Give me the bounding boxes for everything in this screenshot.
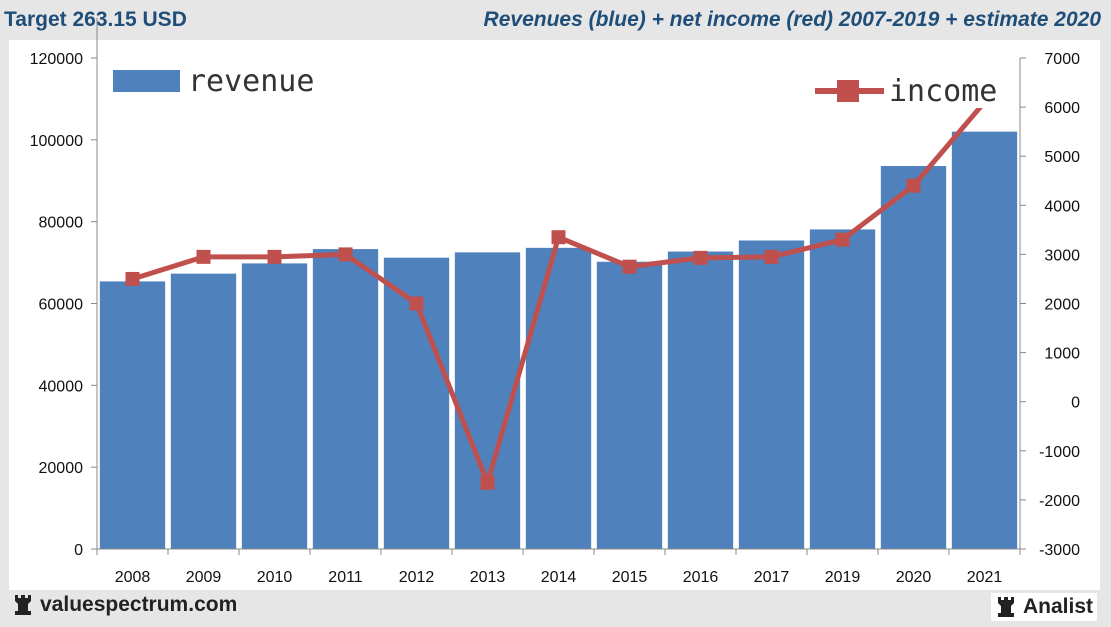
revenue-bar-2017 — [738, 240, 805, 549]
right-tick-label-3000: 3000 — [1044, 247, 1080, 264]
income-line-series — [125, 108, 983, 490]
right-tick-label-1000: 1000 — [1044, 346, 1080, 363]
x-tick-label-2012: 2012 — [399, 569, 435, 586]
valuespectrum-text: valuespectrum.com — [40, 593, 238, 616]
x-tick-label-2013: 2013 — [470, 569, 506, 586]
left-tick-label-120000: 120000 — [30, 51, 83, 68]
target-price-title: Target 263.15 USD — [4, 8, 187, 31]
left-tick-label-100000: 100000 — [30, 133, 83, 150]
legend-revenue-swatch — [113, 70, 180, 92]
revenue-bar-2011 — [312, 249, 379, 550]
valuespectrum-brand: valuespectrum.com — [12, 593, 237, 617]
revenue-bar-2009 — [170, 273, 237, 549]
right-tick-label-6000: 6000 — [1044, 100, 1080, 117]
x-tick-label-2017: 2017 — [754, 569, 790, 586]
left-tick-label-40000: 40000 — [39, 378, 84, 395]
x-tick-label-2021: 2021 — [967, 569, 1003, 586]
x-tick-label-2008: 2008 — [115, 569, 151, 586]
income-marker-2013 — [480, 475, 495, 490]
right-tick-label--1000: -1000 — [1039, 444, 1080, 461]
left-tick-label-60000: 60000 — [39, 297, 84, 314]
income-marker-2012 — [409, 296, 424, 311]
right-tick-label-4000: 4000 — [1044, 198, 1080, 215]
income-marker-2020 — [906, 178, 921, 193]
revenue-bar-2008 — [99, 281, 166, 549]
x-tick-label-2011: 2011 — [328, 569, 363, 586]
revenue-bar-2010 — [241, 263, 308, 549]
axes: 020000400006000080000100000120000-3000-2… — [30, 18, 1080, 586]
x-tick-label-2019: 2019 — [825, 569, 861, 586]
income-marker-2011 — [338, 247, 353, 262]
income-marker-2019 — [835, 232, 850, 247]
revenue-bar-2015 — [596, 261, 663, 549]
income-marker-2015 — [622, 259, 637, 274]
right-tick-label-0: 0 — [1071, 395, 1080, 412]
x-tick-label-2016: 2016 — [683, 569, 719, 586]
revenue-bar-2014 — [525, 247, 592, 549]
right-tick-label-5000: 5000 — [1044, 149, 1080, 166]
chess-rook-icon — [997, 597, 1014, 617]
income-marker-2014 — [551, 230, 566, 245]
left-tick-label-20000: 20000 — [39, 460, 84, 477]
analist-text: Analist — [1022, 595, 1093, 618]
revenue-bar-2019 — [809, 229, 876, 549]
income-marker-2016 — [693, 250, 708, 265]
legend-income-marker — [837, 80, 859, 102]
revenue-bars — [99, 131, 1018, 550]
chess-rook-icon — [15, 595, 31, 615]
x-tick-label-2009: 2009 — [186, 569, 222, 586]
income-marker-2010 — [267, 249, 282, 264]
right-tick-label-7000: 7000 — [1044, 51, 1080, 68]
x-tick-label-2014: 2014 — [541, 569, 577, 586]
analist-brand: Analist — [990, 593, 1097, 621]
income-marker-2017 — [764, 249, 779, 264]
revenue-bar-2021 — [951, 131, 1018, 549]
left-tick-label-80000: 80000 — [39, 215, 84, 232]
legend: revenue income — [113, 64, 997, 109]
right-tick-label-2000: 2000 — [1044, 297, 1080, 314]
revenue-bar-2020 — [880, 166, 947, 549]
income-marker-2008 — [125, 271, 140, 286]
x-tick-label-2010: 2010 — [257, 569, 293, 586]
x-tick-label-2020: 2020 — [896, 569, 932, 586]
right-tick-label--2000: -2000 — [1039, 493, 1080, 510]
revenue-bar-2016 — [667, 251, 734, 549]
x-tick-label-2015: 2015 — [612, 569, 648, 586]
legend-revenue-label: revenue — [188, 64, 314, 99]
income-marker-2009 — [196, 249, 211, 264]
left-tick-label-0: 0 — [74, 542, 83, 559]
legend-income-label: income — [889, 74, 997, 109]
chart-title: Revenues (blue) + net income (red) 2007-… — [483, 8, 1101, 31]
right-tick-label--3000: -3000 — [1039, 542, 1080, 559]
